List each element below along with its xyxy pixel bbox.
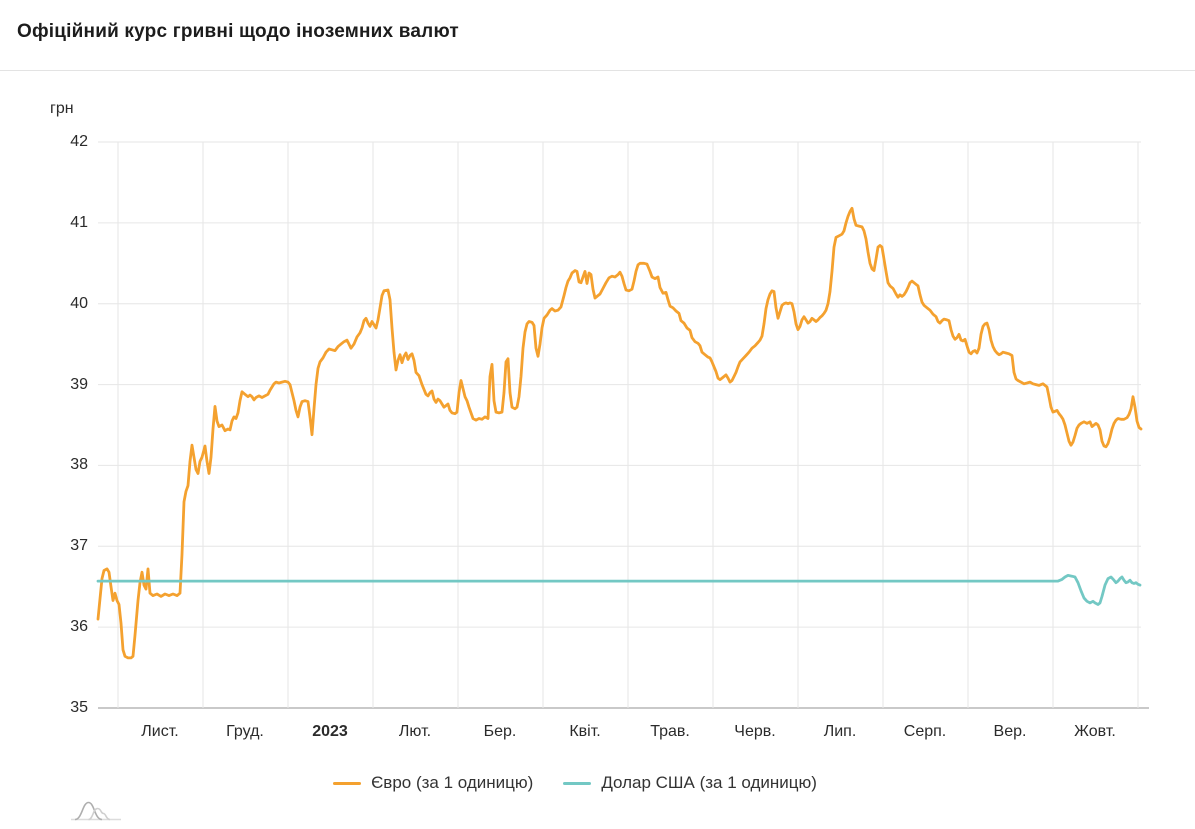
header-divider — [0, 70, 1195, 71]
y-tick-label: 39 — [70, 375, 88, 393]
x-tick-label-Вер.: Вер. — [993, 723, 1027, 740]
x-tick-label-Квіт.: Квіт. — [569, 723, 601, 740]
chart-legend: Євро (за 1 одиницю) Долар США (за 1 одини… — [0, 773, 1150, 793]
x-tick-label-Груд.: Груд. — [226, 723, 264, 740]
legend-dash-icon — [333, 781, 362, 785]
y-tick-label: 38 — [70, 456, 88, 474]
series-line-0[interactable] — [96, 206, 1143, 660]
legend-label: Долар США (за 1 одиницю) — [601, 773, 817, 792]
x-tick-label-Серп.: Серп. — [903, 723, 947, 740]
legend-item-0[interactable]: Євро (за 1 одиницю) — [333, 773, 533, 793]
y-axis-unit-label: грн — [50, 100, 74, 117]
x-tick-label-2023: 2023 — [312, 723, 348, 740]
y-tick-label: 35 — [70, 699, 88, 716]
x-tick-label-Черв.: Черв. — [734, 723, 776, 740]
legend-dash-icon — [563, 781, 592, 785]
y-tick-label: 41 — [70, 213, 88, 231]
legend-label: Євро (за 1 одиницю) — [371, 773, 534, 792]
x-tick-label-Лип.: Лип. — [823, 723, 857, 740]
x-tick-label-Бер.: Бер. — [483, 723, 517, 740]
page-title: Офіційний курс гривні щодо іноземних вал… — [17, 21, 459, 42]
y-tick-label: 40 — [70, 294, 88, 312]
x-tick-label-Трав.: Трав. — [650, 723, 690, 740]
x-tick-label-Лют.: Лют. — [398, 723, 432, 740]
y-tick-label: 42 — [70, 133, 88, 150]
plot-area[interactable] — [96, 141, 1149, 709]
y-tick-label: 36 — [70, 618, 88, 636]
legend-item-1[interactable]: Долар США (за 1 одиницю) — [563, 773, 817, 793]
x-tick-label-Лист.: Лист. — [141, 723, 179, 740]
y-tick-label: 37 — [70, 537, 88, 555]
x-tick-label-Жовт.: Жовт. — [1074, 723, 1116, 740]
series-line-1[interactable] — [96, 574, 1142, 606]
amcharts-logo-icon[interactable] — [70, 796, 122, 824]
